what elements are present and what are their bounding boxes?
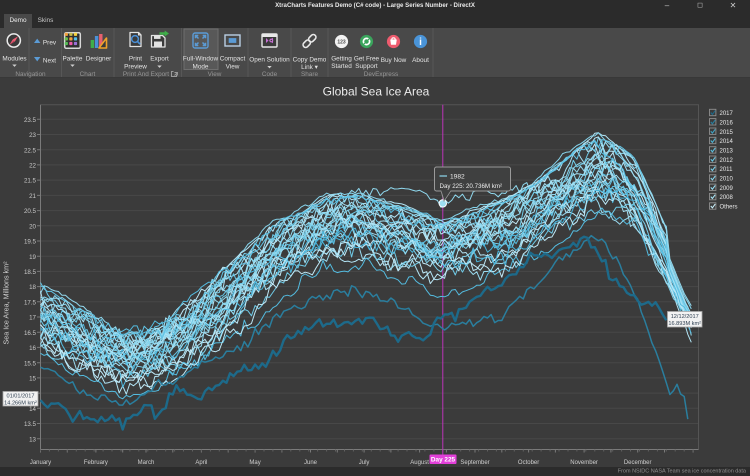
svg-text:16.893M km²: 16.893M km²	[668, 321, 701, 327]
svg-text:August: August	[410, 460, 429, 466]
svg-text:19.5: 19.5	[24, 239, 37, 246]
svg-text:18: 18	[29, 284, 36, 291]
svg-text:Print: Print	[129, 56, 142, 63]
svg-text:From NSIDC NASA Team sea ice c: From NSIDC NASA Team sea ice concentrati…	[618, 469, 747, 475]
svg-text:01/01/2017: 01/01/2017	[7, 394, 35, 400]
svg-text:Compact: Compact	[220, 56, 246, 63]
svg-text:2016: 2016	[720, 121, 734, 127]
svg-text:Modules: Modules	[2, 56, 26, 63]
svg-text:Designer: Designer	[86, 56, 112, 63]
svg-text:View: View	[208, 71, 222, 78]
svg-text:Support: Support	[355, 63, 378, 70]
svg-text:Navigation: Navigation	[15, 71, 46, 78]
svg-text:Link ▾: Link ▾	[301, 64, 318, 71]
svg-text:Getting: Getting	[331, 56, 352, 63]
svg-text:Started: Started	[331, 63, 352, 70]
svg-text:March: March	[138, 460, 155, 466]
svg-text:Export: Export	[150, 56, 169, 63]
svg-text:May: May	[249, 460, 260, 466]
svg-text:Code: Code	[262, 71, 278, 78]
svg-text:15: 15	[29, 376, 36, 383]
svg-text:Prev: Prev	[43, 40, 57, 47]
svg-text:Share: Share	[301, 71, 318, 78]
svg-text:21.5: 21.5	[24, 178, 37, 185]
svg-text:123: 123	[337, 40, 346, 46]
svg-text:Others: Others	[720, 205, 738, 211]
svg-text:November: November	[570, 460, 598, 466]
svg-text:About: About	[412, 57, 429, 64]
svg-text:19: 19	[29, 254, 36, 261]
svg-text:June: June	[304, 460, 318, 466]
svg-text:14: 14	[29, 406, 36, 413]
svg-text:Open Solution: Open Solution	[249, 57, 290, 64]
svg-text:April: April	[195, 460, 207, 466]
svg-text:Sea Ice Area, Millions km²: Sea Ice Area, Millions km²	[2, 261, 11, 345]
svg-text:2015: 2015	[720, 130, 734, 136]
svg-text:1982: 1982	[450, 174, 465, 181]
svg-text:23.5: 23.5	[24, 117, 37, 124]
svg-text:2013: 2013	[720, 149, 734, 155]
svg-text:22.5: 22.5	[24, 147, 37, 154]
svg-text:December: December	[624, 460, 652, 466]
svg-text:Copy Demo: Copy Demo	[293, 57, 327, 64]
svg-text:2008: 2008	[720, 195, 734, 201]
svg-text:14.266M km²: 14.266M km²	[4, 400, 37, 406]
svg-text:15.5: 15.5	[24, 360, 37, 367]
svg-text:Print And Export: Print And Export	[123, 71, 169, 78]
svg-text:Chart: Chart	[80, 71, 96, 78]
svg-text:2011: 2011	[720, 167, 734, 173]
svg-text:Get Free: Get Free	[354, 56, 380, 63]
svg-text:Day 225: Day 225	[431, 457, 456, 464]
svg-text:16: 16	[29, 345, 36, 352]
svg-text:January: January	[30, 460, 51, 466]
svg-text:12/12/2017: 12/12/2017	[671, 314, 699, 320]
svg-text:Mode: Mode	[193, 64, 209, 71]
svg-text:i: i	[419, 37, 422, 48]
svg-text:September: September	[460, 460, 489, 466]
svg-text:13.5: 13.5	[24, 421, 37, 428]
svg-text:16.5: 16.5	[24, 330, 37, 337]
svg-text:20.5: 20.5	[24, 208, 37, 215]
svg-text:Full-Window: Full-Window	[183, 56, 219, 63]
svg-text:18.5: 18.5	[24, 269, 37, 276]
svg-text:Next: Next	[43, 58, 56, 65]
svg-text:DevExpress: DevExpress	[364, 71, 398, 78]
svg-text:2010: 2010	[720, 177, 734, 183]
svg-text:22: 22	[29, 163, 36, 170]
svg-text:October: October	[518, 460, 539, 466]
svg-text:February: February	[84, 460, 108, 466]
svg-text:Preview: Preview	[124, 64, 147, 71]
svg-text:Global Sea Ice Area: Global Sea Ice Area	[323, 85, 430, 99]
svg-text:21: 21	[29, 193, 36, 200]
svg-text:Buy Now: Buy Now	[381, 57, 407, 64]
svg-text:Day 225: 20.736M km²: Day 225: 20.736M km²	[440, 183, 503, 190]
svg-text:2014: 2014	[720, 139, 734, 145]
svg-text:17: 17	[29, 315, 36, 322]
svg-text:17.5: 17.5	[24, 299, 37, 306]
svg-text:20: 20	[29, 223, 36, 230]
svg-text:2012: 2012	[720, 158, 734, 164]
svg-text:23: 23	[29, 132, 36, 139]
svg-text:2017: 2017	[720, 111, 734, 117]
svg-text:July: July	[359, 460, 370, 466]
svg-text:2009: 2009	[720, 186, 734, 192]
svg-text:13: 13	[29, 436, 36, 443]
svg-text:View: View	[226, 64, 240, 71]
svg-text:Palette: Palette	[63, 56, 83, 63]
